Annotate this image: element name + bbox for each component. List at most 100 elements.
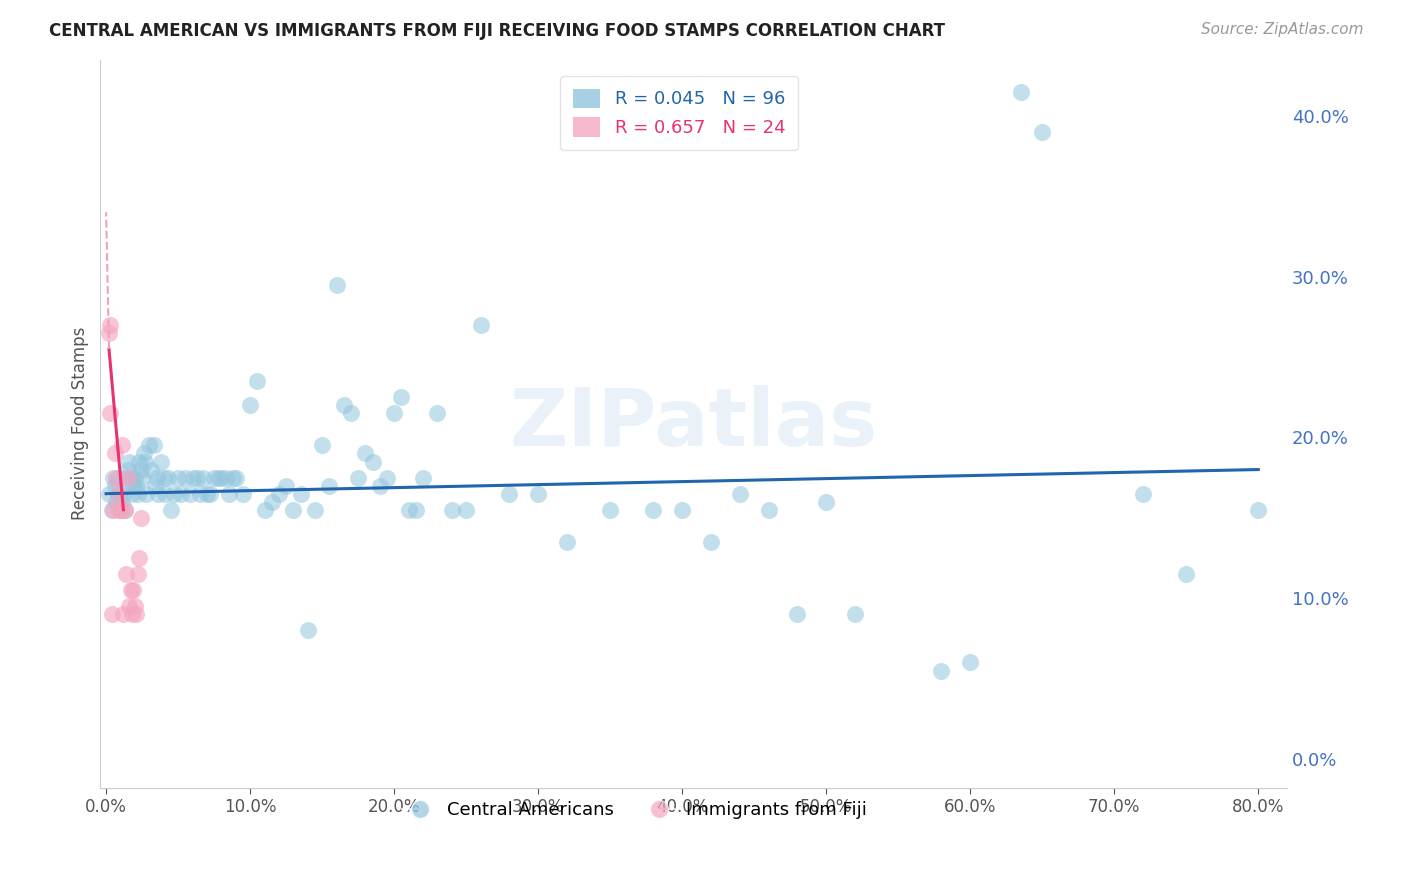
Point: [107, 486, 129, 500]
Point: [332, 398, 354, 412]
Point: [440, 502, 463, 516]
Point: [143, 478, 166, 492]
Point: [153, 486, 176, 500]
Point: [815, 494, 838, 508]
Point: [1010, 85, 1032, 99]
Point: [110, 502, 132, 516]
Point: [382, 406, 405, 420]
Text: CENTRAL AMERICAN VS IMMIGRANTS FROM FIJI RECEIVING FOOD STAMPS CORRELATION CHART: CENTRAL AMERICAN VS IMMIGRANTS FROM FIJI…: [49, 22, 945, 40]
Point: [101, 607, 124, 622]
Point: [121, 486, 143, 500]
Point: [181, 470, 204, 484]
Point: [115, 470, 138, 484]
Point: [110, 502, 132, 516]
Point: [139, 462, 162, 476]
Point: [131, 470, 153, 484]
Point: [117, 462, 139, 476]
Point: [120, 470, 142, 484]
Point: [125, 478, 148, 492]
Point: [218, 486, 240, 500]
Point: [1247, 502, 1270, 516]
Point: [129, 510, 152, 524]
Point: [671, 502, 693, 516]
Point: [260, 494, 283, 508]
Point: [129, 462, 152, 476]
Point: [758, 502, 780, 516]
Point: [253, 502, 276, 516]
Point: [728, 486, 751, 500]
Point: [104, 478, 127, 492]
Point: [202, 470, 225, 484]
Point: [124, 470, 146, 484]
Point: [128, 454, 150, 468]
Point: [128, 551, 150, 566]
Legend: Central Americans, Immigrants from Fiji: Central Americans, Immigrants from Fiji: [395, 794, 875, 826]
Point: [111, 438, 134, 452]
Point: [239, 398, 262, 412]
Point: [389, 390, 412, 404]
Point: [145, 470, 167, 484]
Point: [132, 446, 155, 460]
Point: [112, 486, 135, 500]
Point: [361, 454, 384, 468]
Point: [174, 470, 197, 484]
Point: [368, 478, 391, 492]
Point: [844, 607, 866, 622]
Point: [340, 406, 363, 420]
Point: [107, 470, 129, 484]
Point: [555, 535, 578, 549]
Point: [283, 502, 305, 516]
Point: [127, 567, 149, 582]
Y-axis label: Receiving Food Stamps: Receiving Food Stamps: [72, 327, 89, 520]
Point: [297, 624, 319, 638]
Point: [931, 664, 953, 678]
Point: [304, 502, 326, 516]
Point: [959, 656, 981, 670]
Point: [167, 470, 190, 484]
Point: [225, 470, 247, 484]
Point: [101, 502, 124, 516]
Point: [103, 470, 125, 484]
Point: [118, 454, 141, 468]
Point: [103, 502, 125, 516]
Point: [347, 470, 370, 484]
Point: [98, 486, 121, 500]
Point: [98, 326, 121, 340]
Point: [111, 494, 134, 508]
Point: [114, 502, 136, 516]
Point: [188, 486, 211, 500]
Point: [786, 607, 808, 622]
Point: [700, 535, 723, 549]
Point: [125, 607, 148, 622]
Point: [276, 478, 298, 492]
Point: [104, 446, 127, 460]
Point: [124, 599, 146, 614]
Point: [198, 486, 221, 500]
Point: [311, 438, 333, 452]
Point: [643, 502, 665, 516]
Point: [325, 277, 347, 292]
Point: [456, 502, 478, 516]
Point: [412, 470, 434, 484]
Point: [105, 494, 128, 508]
Point: [232, 486, 254, 500]
Point: [290, 486, 312, 500]
Point: [426, 406, 449, 420]
Point: [114, 502, 136, 516]
Point: [1132, 486, 1154, 500]
Text: ZIPatlas: ZIPatlas: [509, 384, 877, 463]
Point: [117, 470, 139, 484]
Point: [112, 607, 135, 622]
Point: [527, 486, 550, 500]
Point: [186, 470, 208, 484]
Point: [405, 502, 427, 516]
Point: [599, 502, 621, 516]
Point: [122, 583, 145, 598]
Point: [105, 470, 128, 484]
Point: [146, 486, 169, 500]
Point: [398, 502, 420, 516]
Point: [354, 446, 377, 460]
Point: [120, 583, 142, 598]
Point: [138, 438, 160, 452]
Point: [246, 374, 269, 388]
